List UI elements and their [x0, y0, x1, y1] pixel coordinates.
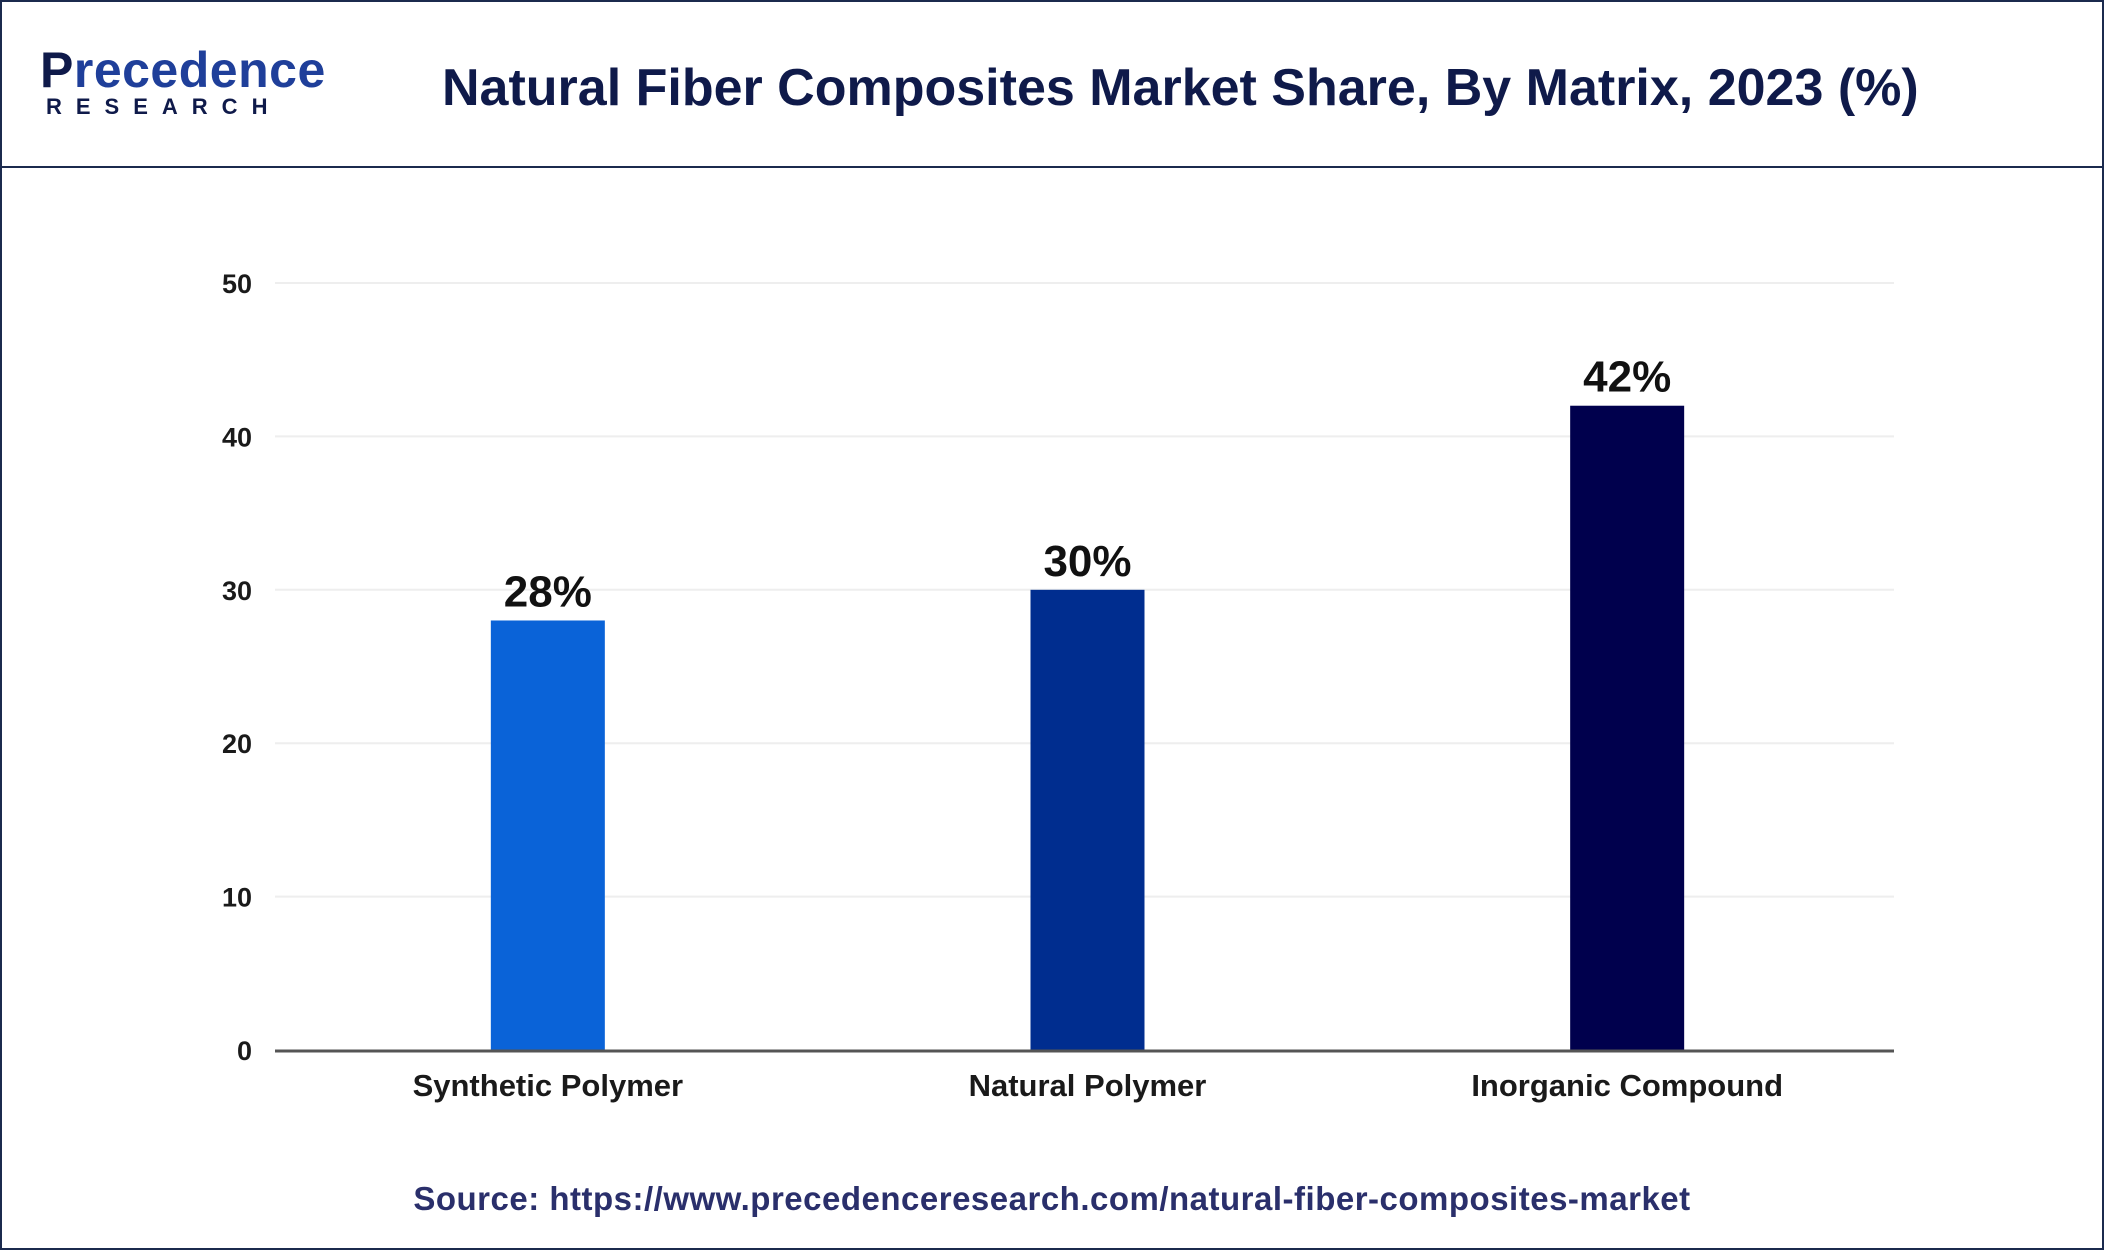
- y-tick-label: 40: [222, 422, 252, 452]
- x-tick-label: Inorganic Compound: [1471, 1068, 1783, 1103]
- header: Precedence RESEARCH Natural Fiber Compos…: [2, 2, 2102, 168]
- source-note: Source: https://www.precedenceresearch.c…: [413, 1180, 1691, 1217]
- bars: 28% 30% 42%: [490, 353, 1685, 1051]
- y-tick-label: 0: [237, 1036, 252, 1066]
- logo-word: recedence: [73, 42, 326, 98]
- bar-data-label: 28%: [504, 567, 592, 616]
- bar: [490, 620, 605, 1050]
- y-tick-label: 20: [222, 729, 252, 759]
- logo-subtitle: RESEARCH: [46, 94, 282, 119]
- y-tick-label: 10: [222, 883, 252, 913]
- bar: [1570, 405, 1685, 1051]
- chart-title: Natural Fiber Composites Market Share, B…: [442, 59, 1919, 117]
- bar-data-label: 42%: [1583, 353, 1671, 402]
- bar-data-label: 30%: [1043, 537, 1131, 586]
- y-axis: 0 10 20 30 40 50: [222, 269, 252, 1066]
- logo-initial: P: [40, 42, 74, 98]
- bar-chart: 0 10 20 30 40 50 28% 30% 42% Synthetic Polymer N…: [222, 269, 1894, 1103]
- y-tick-label: 30: [222, 576, 252, 606]
- logo-wordmark: Precedence: [40, 42, 326, 98]
- brand-logo: Precedence RESEARCH: [40, 42, 340, 124]
- bar: [1030, 589, 1145, 1050]
- y-tick-label: 50: [222, 269, 252, 299]
- x-tick-label: Synthetic Polymer: [413, 1068, 683, 1103]
- x-axis: Synthetic Polymer Natural Polymer Inorgani…: [275, 1049, 1894, 1103]
- x-tick-label: Natural Polymer: [969, 1068, 1207, 1103]
